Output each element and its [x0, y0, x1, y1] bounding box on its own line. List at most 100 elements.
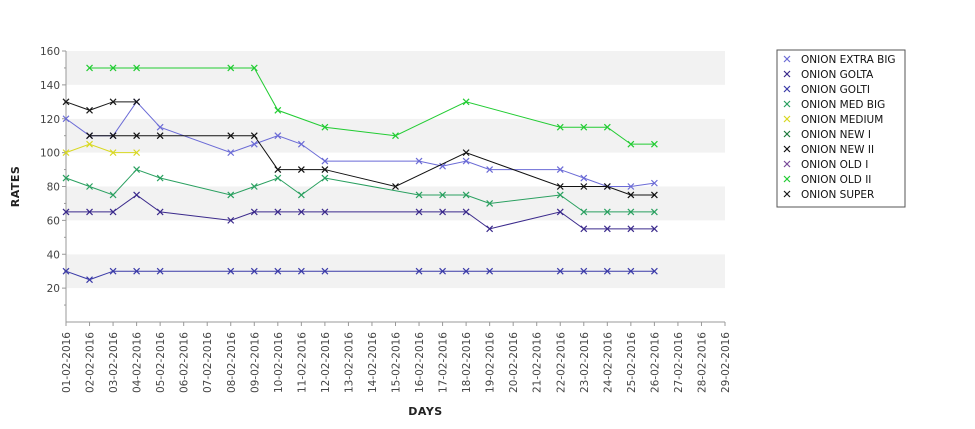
marker-stroke — [650, 140, 658, 148]
data-point — [86, 106, 93, 114]
data-point — [62, 115, 70, 123]
data-point — [133, 267, 141, 275]
marker-stroke — [297, 267, 305, 275]
legend-label: ONION GOLTI — [801, 84, 870, 96]
x-tick-label: 08-02-2016 — [226, 332, 238, 393]
data-point — [297, 267, 305, 275]
x-tick-label: 23-02-2016 — [579, 332, 591, 393]
x-tick-label: 03-02-2016 — [108, 332, 120, 393]
x-tick-label: 11-02-2016 — [296, 332, 308, 393]
series-onion-super — [62, 98, 141, 114]
x-tick-label: 15-02-2016 — [391, 332, 403, 393]
data-point — [556, 208, 564, 216]
x-tick-label: 27-02-2016 — [673, 332, 685, 393]
data-point — [86, 183, 93, 190]
series-onion-medium — [62, 140, 141, 157]
data-point — [297, 191, 305, 199]
marker-stroke — [462, 191, 470, 199]
data-point — [62, 267, 70, 275]
data-point — [227, 64, 235, 72]
marker-stroke — [627, 267, 635, 275]
marker-stroke — [580, 174, 588, 182]
data-point — [439, 191, 446, 199]
data-point — [109, 149, 117, 157]
marker-stroke — [133, 132, 141, 140]
marker-stroke — [650, 225, 658, 233]
data-point — [274, 166, 282, 173]
data-point — [556, 267, 564, 275]
marker-stroke — [439, 162, 446, 170]
data-point — [297, 140, 305, 148]
data-point — [274, 208, 282, 216]
legend-marker — [783, 145, 791, 153]
x-tick-label: 06-02-2016 — [179, 332, 191, 393]
marker-stroke — [439, 208, 446, 216]
marker-stroke — [227, 191, 235, 199]
marker-stroke — [62, 174, 70, 182]
legend-item: ONION GOLTA — [783, 69, 874, 81]
marker-stroke — [227, 149, 235, 157]
data-point — [133, 191, 141, 199]
marker-stroke — [250, 140, 258, 148]
data-point — [250, 140, 258, 148]
data-point — [133, 166, 141, 173]
data-point — [227, 267, 235, 275]
marker-stroke — [109, 208, 117, 216]
marker-stroke — [650, 191, 658, 199]
marker-stroke — [274, 267, 282, 275]
legend-item: ONION NEW I — [783, 129, 871, 141]
marker-stroke — [580, 123, 588, 131]
marker-stroke — [274, 132, 282, 140]
series-onion-new-ii — [86, 132, 658, 199]
marker-stroke — [297, 140, 305, 148]
marker-stroke — [109, 267, 117, 275]
data-point — [627, 183, 635, 190]
data-point — [627, 267, 635, 275]
marker-stroke — [62, 149, 70, 157]
marker-stroke — [133, 149, 141, 157]
marker-stroke — [603, 208, 611, 216]
series-line — [65, 101, 137, 111]
data-point — [462, 149, 470, 157]
marker-stroke — [462, 157, 470, 165]
data-point — [321, 123, 329, 131]
data-point — [603, 123, 611, 131]
data-point — [486, 200, 494, 207]
x-tick-label: 05-02-2016 — [155, 332, 167, 393]
x-tick-label: 02-02-2016 — [85, 332, 97, 393]
data-point — [274, 106, 282, 114]
data-point — [580, 183, 588, 190]
data-point — [486, 225, 494, 233]
data-point — [62, 174, 70, 182]
marker-stroke — [783, 175, 791, 183]
marker-stroke — [321, 267, 329, 275]
data-point — [462, 267, 470, 275]
data-point — [439, 162, 446, 170]
marker-stroke — [86, 208, 93, 216]
marker-stroke — [580, 225, 588, 233]
data-point — [62, 208, 70, 216]
marker-stroke — [62, 208, 70, 216]
x-tick-label: 04-02-2016 — [132, 332, 144, 393]
marker-stroke — [274, 106, 282, 114]
data-point — [392, 132, 399, 140]
data-point — [603, 267, 611, 275]
marker-stroke — [627, 208, 635, 216]
marker-stroke — [439, 267, 446, 275]
data-point — [415, 208, 423, 216]
marker-stroke — [321, 166, 329, 173]
marker-stroke — [133, 64, 141, 72]
series-onion-old-ii — [86, 64, 658, 148]
legend-label: ONION GOLTA — [801, 69, 874, 81]
legend-label: ONION EXTRA BIG — [801, 54, 896, 66]
data-point — [462, 191, 470, 199]
marker-stroke — [580, 208, 588, 216]
data-point — [321, 208, 329, 216]
marker-stroke — [86, 132, 93, 140]
marker-stroke — [627, 191, 635, 199]
data-point — [321, 157, 329, 165]
marker-stroke — [156, 132, 164, 140]
data-point — [462, 208, 470, 216]
data-point — [62, 98, 70, 106]
